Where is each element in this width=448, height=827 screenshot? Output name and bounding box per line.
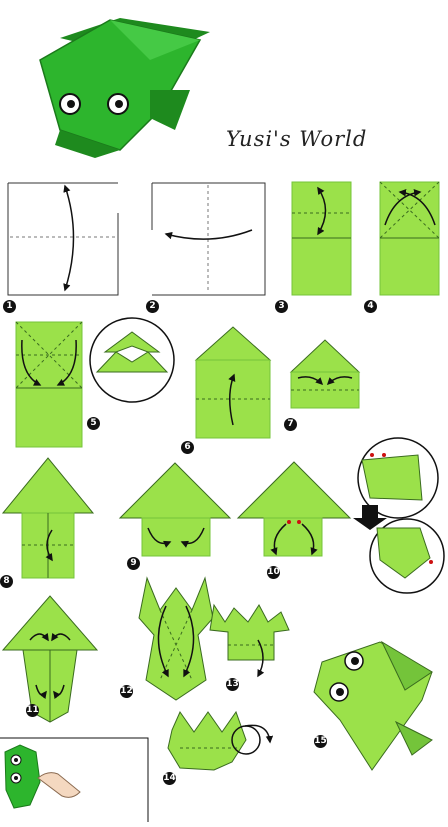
step-8-side-folds <box>1 457 95 579</box>
step-11-legs <box>1 595 99 723</box>
step-number-13: 13 <box>226 678 239 691</box>
step-5-collapse <box>15 317 175 448</box>
step-number-6: 6 <box>181 441 194 454</box>
step-12-frog-shape <box>138 576 214 701</box>
step-7-folded-base <box>289 339 361 409</box>
step-number-10: 10 <box>267 566 280 579</box>
step-9-fold-sides <box>118 462 232 557</box>
step-14-pleat <box>167 710 274 771</box>
step-2-square <box>151 182 266 296</box>
step-1-square <box>7 182 119 296</box>
step-10-fold-sides <box>236 461 352 557</box>
jumping-frog-inset <box>0 737 149 822</box>
step-number-14: 14 <box>163 772 176 785</box>
step-number-4: 4 <box>364 300 377 313</box>
step-number-8: 8 <box>0 575 13 588</box>
step-number-15: 15 <box>314 735 327 748</box>
hero-frog-illustration <box>39 18 210 158</box>
diagram-title: Yusi's World <box>226 127 368 151</box>
step-number-11: 11 <box>26 704 39 717</box>
step-number-9: 9 <box>127 557 140 570</box>
step-number-2: 2 <box>146 300 159 313</box>
step-3-rectangle <box>291 181 352 296</box>
step-13-frog-body <box>209 603 290 678</box>
step-15-finished-frog <box>313 640 433 771</box>
step-number-5: 5 <box>87 417 100 430</box>
step-number-7: 7 <box>284 418 297 431</box>
step-6-triangle-base <box>194 326 272 439</box>
detail-circles <box>353 437 445 594</box>
step-number-3: 3 <box>275 300 288 313</box>
step-number-12: 12 <box>120 685 133 698</box>
step-4-rectangle-x <box>379 181 440 296</box>
step-number-1: 1 <box>3 300 16 313</box>
